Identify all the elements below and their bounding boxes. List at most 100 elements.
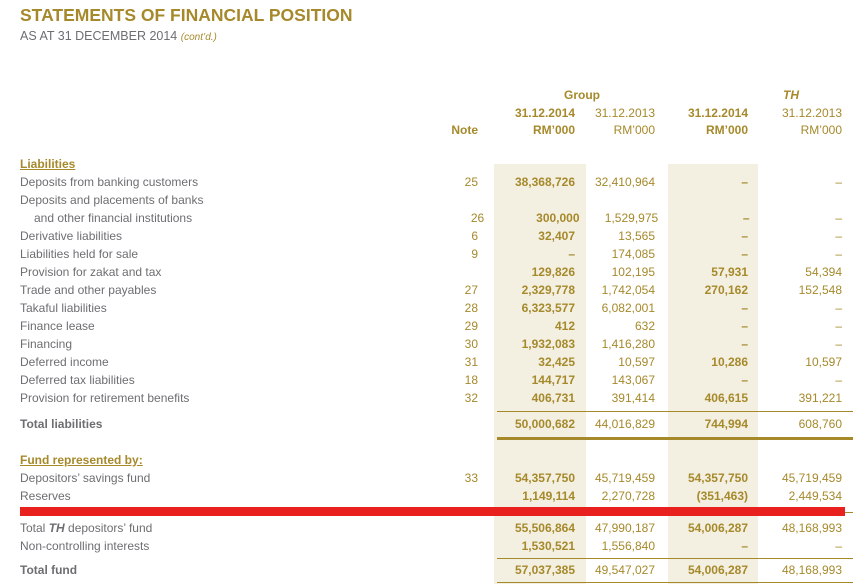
row-total-fund: Total fund 57,037,385 49,547,027 54,006,287… — [20, 561, 842, 579]
value-cell: – — [741, 373, 748, 387]
value-cell: 10,286 — [711, 355, 748, 369]
row-reserves: Reserves 1,149,114 2,270,728 (351,463) 2,449… — [20, 487, 842, 505]
row-deferred-income: Deferred income 31 32,425 10,597 10,286 10,59… — [20, 353, 842, 371]
row-label: Deferred tax liabilities — [20, 373, 135, 387]
note-cell: 26 — [470, 211, 485, 225]
value-cell: 608,760 — [798, 417, 842, 431]
note-cell — [420, 519, 478, 537]
red-annotation-row — [20, 505, 853, 519]
value-cell: – — [741, 229, 748, 243]
row-non-controlling-interests: Non-controlling interests 1,530,521 1,556,… — [20, 537, 842, 555]
value-cell: 44,016,829 — [594, 417, 655, 431]
column-unit-2: RM’000 — [613, 123, 655, 137]
row-label: Provision for retirement benefits — [20, 391, 190, 405]
value-cell: 10,597 — [618, 355, 655, 369]
row-provision-for-retirement-benefits: Provision for retirement benefits 32 406,7… — [20, 389, 842, 407]
column-group-th: TH — [783, 88, 799, 102]
note-cell — [420, 487, 478, 505]
rule-thin — [20, 407, 853, 415]
note-cell — [420, 561, 478, 579]
spacer-note — [420, 104, 478, 121]
value-cell: 391,221 — [798, 391, 842, 405]
note-cell: 9 — [471, 247, 478, 261]
note-cell: 29 — [464, 319, 478, 333]
rule-thin — [20, 579, 853, 584]
value-cell: – — [835, 539, 842, 553]
row-label: Reserves — [20, 489, 71, 503]
row-liabilities-held-for-sale: Liabilities held for sale 9 – 174,085 – – — [20, 245, 842, 263]
value-cell: 57,931 — [711, 265, 748, 279]
value-cell: 50,000,682 — [514, 417, 575, 431]
value-cell: 6,082,001 — [601, 301, 655, 315]
value-cell — [478, 191, 575, 209]
value-cell: 1,530,521 — [521, 539, 575, 553]
value-cell: – — [742, 211, 750, 225]
value-cell: – — [741, 301, 748, 315]
table-rule-line — [497, 411, 853, 412]
value-cell: – — [835, 319, 842, 333]
column-date-2: 31.12.2013 — [594, 106, 655, 120]
value-cell: 54,006,287 — [687, 563, 748, 577]
row-label: Liabilities — [20, 157, 76, 171]
value-cell — [655, 191, 748, 209]
row-label: Financing — [20, 337, 73, 351]
value-cell: 45,719,459 — [594, 471, 655, 485]
value-cell: – — [741, 337, 748, 351]
row-deposits-from-banking-customers: Deposits from banking customers 25 38,368,… — [20, 173, 842, 191]
page-subtitle: AS AT 31 DECEMBER 2014 (cont’d.) — [20, 29, 353, 43]
row-label: Depositors’ savings fund — [20, 471, 151, 485]
row-label: Deposits from banking customers — [20, 175, 199, 189]
value-cell: 300,000 — [536, 211, 580, 225]
note-cell: 27 — [464, 283, 478, 297]
row-total-liabilities: Total liabilities 50,000,682 44,016,829 744… — [20, 415, 842, 433]
row-label: Trade and other payables — [20, 283, 157, 297]
value-cell — [575, 191, 655, 209]
value-cell: 47,990,187 — [594, 521, 655, 535]
value-cell: 1,556,840 — [601, 539, 655, 553]
note-cell: 25 — [464, 175, 478, 189]
value-cell: 1,932,083 — [521, 337, 575, 351]
row-label: Takaful liabilities — [20, 301, 107, 315]
row-label: Finance lease — [20, 319, 95, 333]
table-rule-line — [497, 437, 853, 440]
value-cell: 744,994 — [704, 417, 748, 431]
value-cell: (351,463) — [696, 489, 748, 503]
financial-position-table: Group TH 31.12.2014 31.12.2013 31.12.2014 31.… — [20, 86, 853, 584]
table-rule-line — [497, 558, 853, 559]
spacer-label — [20, 104, 420, 121]
value-cell: 391,414 — [611, 391, 655, 405]
rule-thin — [20, 555, 853, 561]
row-label: Total liabilities — [20, 417, 103, 431]
value-cell: 1,529,975 — [604, 211, 659, 225]
note-cell: 31 — [464, 355, 478, 369]
row-fund-represented-by: Fund represented by: — [20, 451, 842, 469]
note-cell: 33 — [464, 471, 478, 485]
value-cell: 1,149,114 — [522, 489, 575, 503]
value-cell: 38,368,726 — [514, 175, 575, 189]
note-cell: 18 — [464, 373, 478, 387]
value-cell: 13,565 — [618, 229, 655, 243]
row-label-prefix: Total — [20, 521, 49, 535]
row-depositors-savings-fund: Depositors’ savings fund 33 54,357,750 45,7… — [20, 469, 842, 487]
value-cell: 406,731 — [531, 391, 575, 405]
value-cell: 632 — [634, 319, 655, 333]
value-cell: 143,067 — [611, 373, 655, 387]
value-cell: – — [835, 175, 842, 189]
value-cell: 270,162 — [704, 283, 748, 297]
column-date-3: 31.12.2014 — [687, 106, 748, 120]
value-cell: 129,826 — [531, 265, 575, 279]
row-deferred-tax-liabilities: Deferred tax liabilities 18 144,717 143,067… — [20, 371, 842, 389]
row-derivative-liabilities: Derivative liabilities 6 32,407 13,565 – – — [20, 227, 842, 245]
value-cell: 49,547,027 — [594, 563, 655, 577]
value-cell: – — [835, 247, 842, 261]
value-cell: – — [741, 175, 748, 189]
value-cell: – — [835, 211, 843, 225]
value-cell: – — [741, 539, 748, 553]
header-gap — [20, 138, 842, 155]
spacer-label — [20, 121, 420, 138]
value-cell: – — [835, 301, 842, 315]
note-cell: 6 — [471, 229, 478, 243]
row-takaful-liabilities: Takaful liabilities 28 6,323,577 6,082,001 –… — [20, 299, 842, 317]
column-dates-header-row: 31.12.2014 31.12.2013 31.12.2014 31.12.2013 — [20, 104, 842, 121]
